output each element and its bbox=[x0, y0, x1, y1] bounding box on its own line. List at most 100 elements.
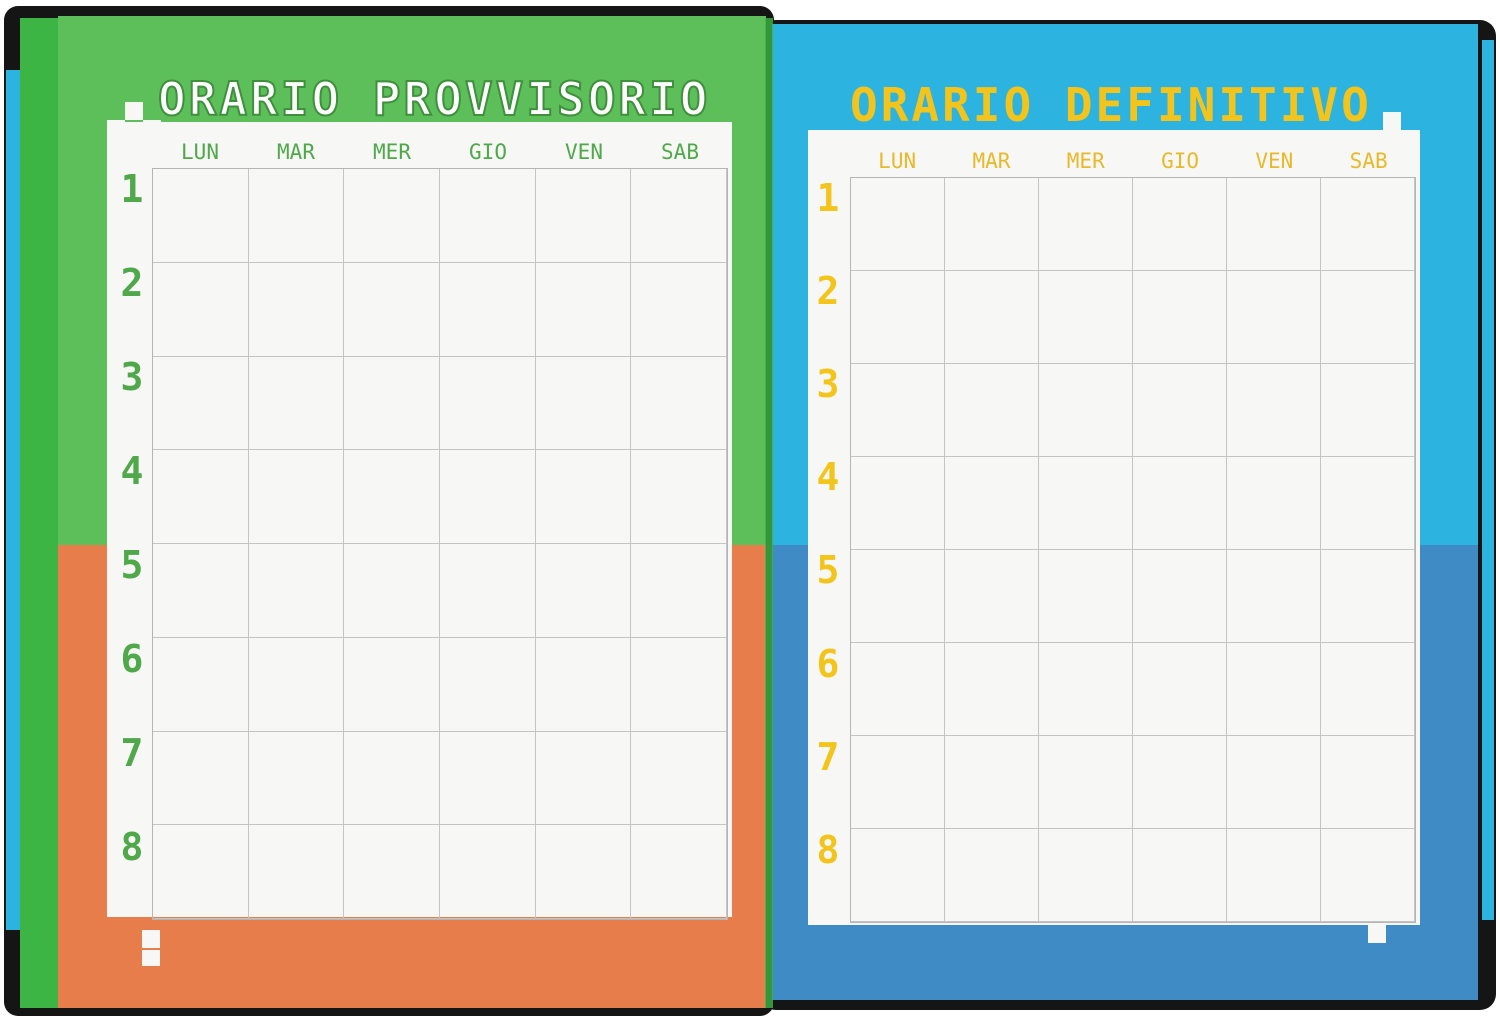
timetable-cell[interactable] bbox=[439, 262, 536, 357]
pixel-decoration bbox=[125, 102, 143, 120]
timetable-cell[interactable] bbox=[1039, 178, 1133, 271]
timetable-cell[interactable] bbox=[1039, 550, 1133, 643]
timetable-cell[interactable] bbox=[153, 450, 249, 544]
timetable-cell[interactable] bbox=[153, 262, 249, 357]
timetable-cell[interactable] bbox=[1321, 271, 1415, 364]
timetable-cell[interactable] bbox=[248, 637, 345, 732]
timetable-cell[interactable] bbox=[945, 643, 1039, 736]
timetable-cell[interactable] bbox=[1321, 829, 1415, 922]
period-number: 6 bbox=[120, 637, 144, 681]
timetable-cell[interactable] bbox=[535, 825, 632, 919]
timetable-cell[interactable] bbox=[945, 829, 1039, 922]
timetable-cell[interactable] bbox=[1133, 829, 1227, 922]
timetable-cell[interactable] bbox=[535, 169, 632, 263]
timetable-cell[interactable] bbox=[535, 262, 632, 357]
day-header: VEN bbox=[1255, 149, 1294, 173]
timetable-cell[interactable] bbox=[153, 825, 249, 919]
timetable-cell[interactable] bbox=[344, 169, 440, 263]
timetable-cell[interactable] bbox=[248, 731, 345, 826]
timetable-cell[interactable] bbox=[535, 731, 632, 826]
timetable-cell[interactable] bbox=[439, 356, 536, 451]
timetable-cell[interactable] bbox=[1227, 457, 1321, 550]
timetable-cell[interactable] bbox=[344, 356, 440, 451]
timetable-cell[interactable] bbox=[851, 829, 945, 922]
timetable-cell[interactable] bbox=[631, 637, 727, 732]
timetable-cell[interactable] bbox=[439, 544, 536, 638]
timetable-cell[interactable] bbox=[851, 736, 945, 829]
timetable-cell[interactable] bbox=[248, 544, 345, 638]
timetable-cell[interactable] bbox=[439, 637, 536, 732]
timetable-cell[interactable] bbox=[1321, 643, 1415, 736]
timetable-cell[interactable] bbox=[153, 169, 249, 263]
timetable-cell[interactable] bbox=[1039, 364, 1133, 457]
timetable-cell[interactable] bbox=[1039, 643, 1133, 736]
timetable-cell[interactable] bbox=[851, 457, 945, 550]
timetable-cell[interactable] bbox=[344, 825, 440, 919]
timetable-cell[interactable] bbox=[851, 178, 945, 271]
timetable-cell[interactable] bbox=[1133, 271, 1227, 364]
timetable-cell[interactable] bbox=[851, 364, 945, 457]
timetable-cell[interactable] bbox=[248, 169, 345, 263]
timetable-cell[interactable] bbox=[535, 637, 632, 732]
timetable-cell[interactable] bbox=[945, 271, 1039, 364]
timetable-cell[interactable] bbox=[1321, 550, 1415, 643]
timetable-cell[interactable] bbox=[1321, 178, 1415, 271]
timetable-cell[interactable] bbox=[1321, 457, 1415, 550]
timetable-cell[interactable] bbox=[344, 731, 440, 826]
timetable-cell[interactable] bbox=[631, 731, 727, 826]
timetable-cell[interactable] bbox=[945, 550, 1039, 643]
timetable-cell[interactable] bbox=[439, 450, 536, 544]
timetable-cell[interactable] bbox=[248, 825, 345, 919]
timetable-cell[interactable] bbox=[1227, 364, 1321, 457]
timetable-cell[interactable] bbox=[631, 262, 727, 357]
timetable-cell[interactable] bbox=[344, 262, 440, 357]
timetable-cell[interactable] bbox=[344, 544, 440, 638]
timetable-cell[interactable] bbox=[1039, 457, 1133, 550]
timetable-cell[interactable] bbox=[851, 643, 945, 736]
timetable-cell[interactable] bbox=[535, 450, 632, 544]
timetable-cell[interactable] bbox=[945, 364, 1039, 457]
timetable-cell[interactable] bbox=[1227, 550, 1321, 643]
timetable-cell[interactable] bbox=[153, 731, 249, 826]
timetable-cell[interactable] bbox=[439, 825, 536, 919]
timetable-cell[interactable] bbox=[1133, 364, 1227, 457]
timetable-cell[interactable] bbox=[439, 731, 536, 826]
timetable-cell[interactable] bbox=[631, 544, 727, 638]
timetable-cell[interactable] bbox=[1321, 736, 1415, 829]
timetable-cell[interactable] bbox=[1227, 829, 1321, 922]
timetable-cell[interactable] bbox=[153, 544, 249, 638]
timetable-cell[interactable] bbox=[1039, 736, 1133, 829]
timetable-cell[interactable] bbox=[248, 262, 345, 357]
timetable-cell[interactable] bbox=[1133, 736, 1227, 829]
timetable-cell[interactable] bbox=[1227, 643, 1321, 736]
timetable-cell[interactable] bbox=[631, 356, 727, 451]
timetable-cell[interactable] bbox=[248, 356, 345, 451]
timetable-cell[interactable] bbox=[945, 178, 1039, 271]
timetable-cell[interactable] bbox=[1133, 643, 1227, 736]
timetable-cell[interactable] bbox=[1133, 178, 1227, 271]
timetable-cell[interactable] bbox=[631, 450, 727, 544]
timetable-cell[interactable] bbox=[1227, 178, 1321, 271]
timetable-cell[interactable] bbox=[535, 544, 632, 638]
timetable-cell[interactable] bbox=[1227, 736, 1321, 829]
timetable-cell[interactable] bbox=[344, 450, 440, 544]
timetable-cell[interactable] bbox=[1321, 364, 1415, 457]
timetable-cell[interactable] bbox=[1227, 271, 1321, 364]
timetable-cell[interactable] bbox=[344, 637, 440, 732]
timetable-cell[interactable] bbox=[851, 271, 945, 364]
timetable-cell[interactable] bbox=[248, 450, 345, 544]
period-number: 2 bbox=[120, 261, 144, 305]
timetable-cell[interactable] bbox=[153, 637, 249, 732]
timetable-cell[interactable] bbox=[439, 169, 536, 263]
timetable-cell[interactable] bbox=[153, 356, 249, 451]
timetable-cell[interactable] bbox=[1133, 550, 1227, 643]
timetable-cell[interactable] bbox=[1039, 271, 1133, 364]
timetable-cell[interactable] bbox=[945, 457, 1039, 550]
timetable-cell[interactable] bbox=[1133, 457, 1227, 550]
timetable-cell[interactable] bbox=[631, 825, 727, 919]
timetable-cell[interactable] bbox=[945, 736, 1039, 829]
timetable-cell[interactable] bbox=[851, 550, 945, 643]
timetable-cell[interactable] bbox=[535, 356, 632, 451]
timetable-cell[interactable] bbox=[1039, 829, 1133, 922]
timetable-cell[interactable] bbox=[631, 169, 727, 263]
